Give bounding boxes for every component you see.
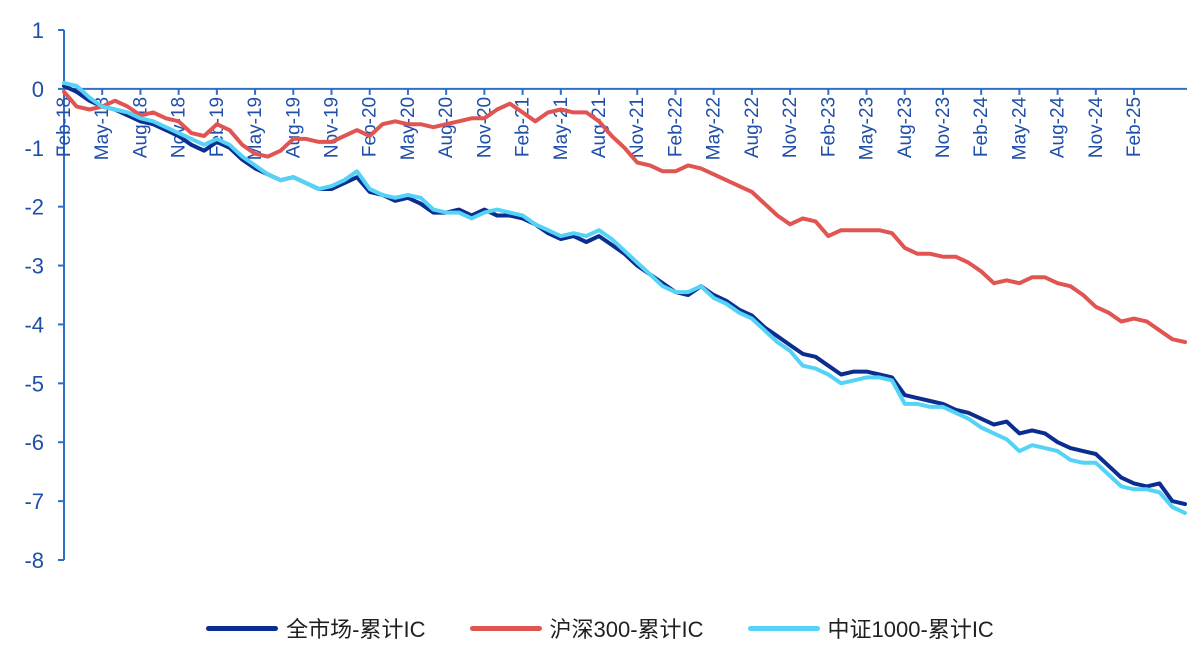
x-tick-label: Aug-23 [895,97,916,158]
x-tick-label: Nov-24 [1086,96,1107,158]
x-tick-label: Aug-24 [1048,96,1069,158]
x-tick-label: May-21 [551,97,572,160]
x-tick-label: May-20 [398,97,419,160]
series-line-1 [62,83,1187,507]
legend-item-csi1000: 中证1000-累计IC [747,612,994,644]
x-tick-label: May-18 [92,97,113,160]
y-tick-label: -5 [24,371,44,396]
x-tick-label: Feb-18 [54,97,75,157]
x-tick-label: May-24 [1009,96,1030,160]
x-tick-label: May-19 [245,97,266,160]
series-line-2 [62,89,1187,345]
x-tick-label: Aug-18 [130,97,151,158]
line-chart: 1 0 -1 -2 -3 -4 -5 -6 -7 -8 Feb-18 May-18 Aug-18 Nov-… [24,18,1187,573]
x-tick-label: Feb-23 [818,97,839,157]
x-tick-label: Aug-20 [436,97,457,158]
x-tick-label: Nov-22 [780,97,801,158]
legend: 全市场-累计IC 沪深300-累计IC 中证1000-累计IC [0,608,1200,648]
x-tick-label: Aug-19 [283,97,304,158]
y-tick-label: -1 [24,136,44,161]
x-tick-label: Nov-23 [933,97,954,158]
y-tick-label: -3 [24,254,44,279]
legend-swatch-hs300 [469,625,542,631]
y-tick-label: -8 [24,548,44,573]
x-tick-label: Feb-25 [1124,97,1145,157]
y-tick-label: -4 [24,312,44,337]
x-tick-label: May-22 [704,97,725,160]
x-tick-label: Nov-18 [169,97,190,158]
legend-label-csi1000: 中证1000-累计IC [827,617,994,642]
y-tick-label: 0 [32,77,44,102]
series-line-3 [62,81,1187,515]
x-tick-label: Nov-21 [627,97,648,158]
x-tick-label: May-23 [857,97,878,160]
x-tick-label: Feb-24 [971,96,992,157]
y-tick-label: 1 [32,18,44,43]
x-tick-label: Nov-19 [322,97,343,158]
legend-swatch-csi1000 [747,625,820,631]
y-tick-label: -2 [24,195,44,220]
legend-label-hs300: 沪深300-累计IC [549,617,704,642]
x-tick-label: Nov-20 [474,97,495,158]
x-tick-label: Aug-21 [589,97,610,158]
legend-item-all-market: 全市场-累计IC [206,612,426,644]
legend-swatch-all-market [206,625,279,631]
x-tick-label: Aug-22 [742,97,763,158]
x-tick-label: Feb-21 [513,97,534,157]
legend-item-hs300: 沪深300-累计IC [469,612,704,644]
y-tick-label: -7 [24,489,44,514]
y-tick-label: -6 [24,430,44,455]
legend-label-all-market: 全市场-累计IC [286,617,426,642]
x-tick-label: Feb-22 [665,97,686,157]
x-tick-label: Feb-20 [360,97,381,157]
